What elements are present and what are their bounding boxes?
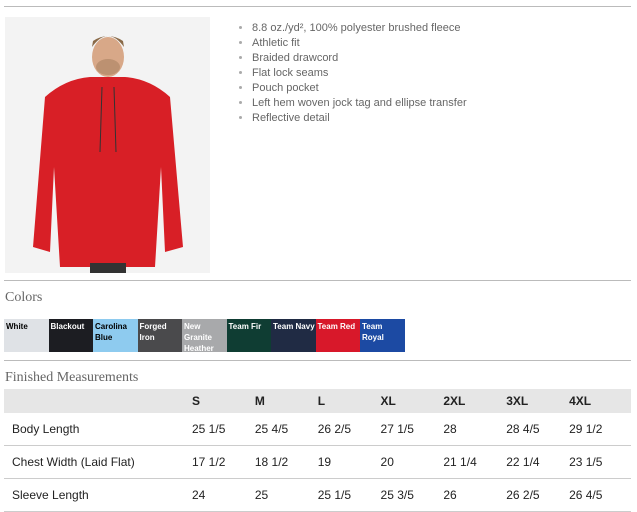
measurement-cell: 26 4/5	[568, 478, 631, 512]
divider	[4, 280, 631, 281]
measurement-cell: 25	[253, 478, 317, 512]
measurement-cell: 19	[316, 445, 380, 479]
feature-item: 8.8 oz./yd², 100% polyester brushed flee…	[252, 21, 467, 36]
color-swatch[interactable]: New Granite Heather	[182, 319, 227, 352]
measurement-cell: 27 1/5	[379, 413, 443, 446]
feature-list: 8.8 oz./yd², 100% polyester brushed flee…	[238, 21, 467, 126]
measurement-cell: 17 1/2	[191, 445, 254, 479]
row-label: Sleeve Length	[4, 478, 191, 512]
table-row: Body Length 25 1/5 25 4/5 26 2/5 27 1/5 28 28 …	[4, 413, 631, 446]
table-row: Chest Width (Laid Flat) 17 1/2 18 1/2 19 20 2…	[4, 445, 631, 479]
feature-item: Flat lock seams	[252, 66, 467, 81]
color-swatch[interactable]: Team Fir	[226, 319, 271, 352]
color-swatch[interactable]: White	[4, 319, 49, 352]
row-label: Chest Width (Laid Flat)	[4, 445, 191, 479]
color-swatch[interactable]: Blackout	[48, 319, 93, 352]
color-swatch[interactable]: Team Royal	[360, 319, 405, 352]
measurement-cell: 23 1/5	[568, 445, 631, 479]
model-in-red-hoodie-image	[5, 17, 210, 273]
feature-item: Pouch pocket	[252, 81, 467, 96]
column-header: S	[191, 389, 254, 413]
color-swatch[interactable]: Team Red	[315, 319, 360, 352]
color-swatch[interactable]: Forged Iron	[137, 319, 182, 352]
column-header: 4XL	[568, 389, 631, 413]
measurement-cell: 29 1/2	[568, 413, 631, 446]
table-row: Sleeve Length 24 25 25 1/5 25 3/5 26 26 2/5 26 …	[4, 478, 631, 512]
color-swatches: White Blackout Carolina Blue Forged Iron New…	[4, 319, 405, 352]
measurement-cell: 26 2/5	[316, 413, 380, 446]
measurement-cell: 28	[442, 413, 506, 446]
measurement-cell: 24	[191, 478, 254, 512]
measurement-cell: 26	[442, 478, 506, 512]
divider	[4, 360, 631, 361]
column-header: M	[253, 389, 317, 413]
measurement-cell: 21 1/4	[442, 445, 506, 479]
measurement-cell: 25 3/5	[379, 478, 443, 512]
color-swatch[interactable]: Team Navy	[271, 319, 316, 352]
product-image	[5, 17, 210, 273]
feature-item: Left hem woven jock tag and ellipse tran…	[252, 96, 467, 111]
measurement-cell: 18 1/2	[253, 445, 317, 479]
feature-item: Athletic fit	[252, 36, 467, 51]
measurements-heading: Finished Measurements	[5, 370, 139, 385]
measurement-cell: 25 4/5	[253, 413, 317, 446]
column-header: XL	[379, 389, 443, 413]
color-swatch[interactable]: Carolina Blue	[93, 319, 138, 352]
feature-item: Braided drawcord	[252, 51, 467, 66]
column-header: L	[316, 389, 380, 413]
measurement-cell: 28 4/5	[505, 413, 569, 446]
row-label: Body Length	[4, 413, 191, 446]
column-header	[4, 389, 191, 413]
measurement-cell: 26 2/5	[505, 478, 569, 512]
column-header: 2XL	[442, 389, 506, 413]
colors-heading: Colors	[5, 290, 43, 305]
measurement-cell: 25 1/5	[316, 478, 380, 512]
measurement-cell: 25 1/5	[191, 413, 254, 446]
column-header: 3XL	[505, 389, 569, 413]
divider	[4, 6, 631, 7]
measurement-cell: 20	[379, 445, 443, 479]
measurements-table: S M L XL 2XL 3XL 4XL Body Length 25 1/5 25 4/5 26 …	[4, 389, 631, 512]
measurement-cell: 22 1/4	[505, 445, 569, 479]
feature-item: Reflective detail	[252, 111, 467, 126]
